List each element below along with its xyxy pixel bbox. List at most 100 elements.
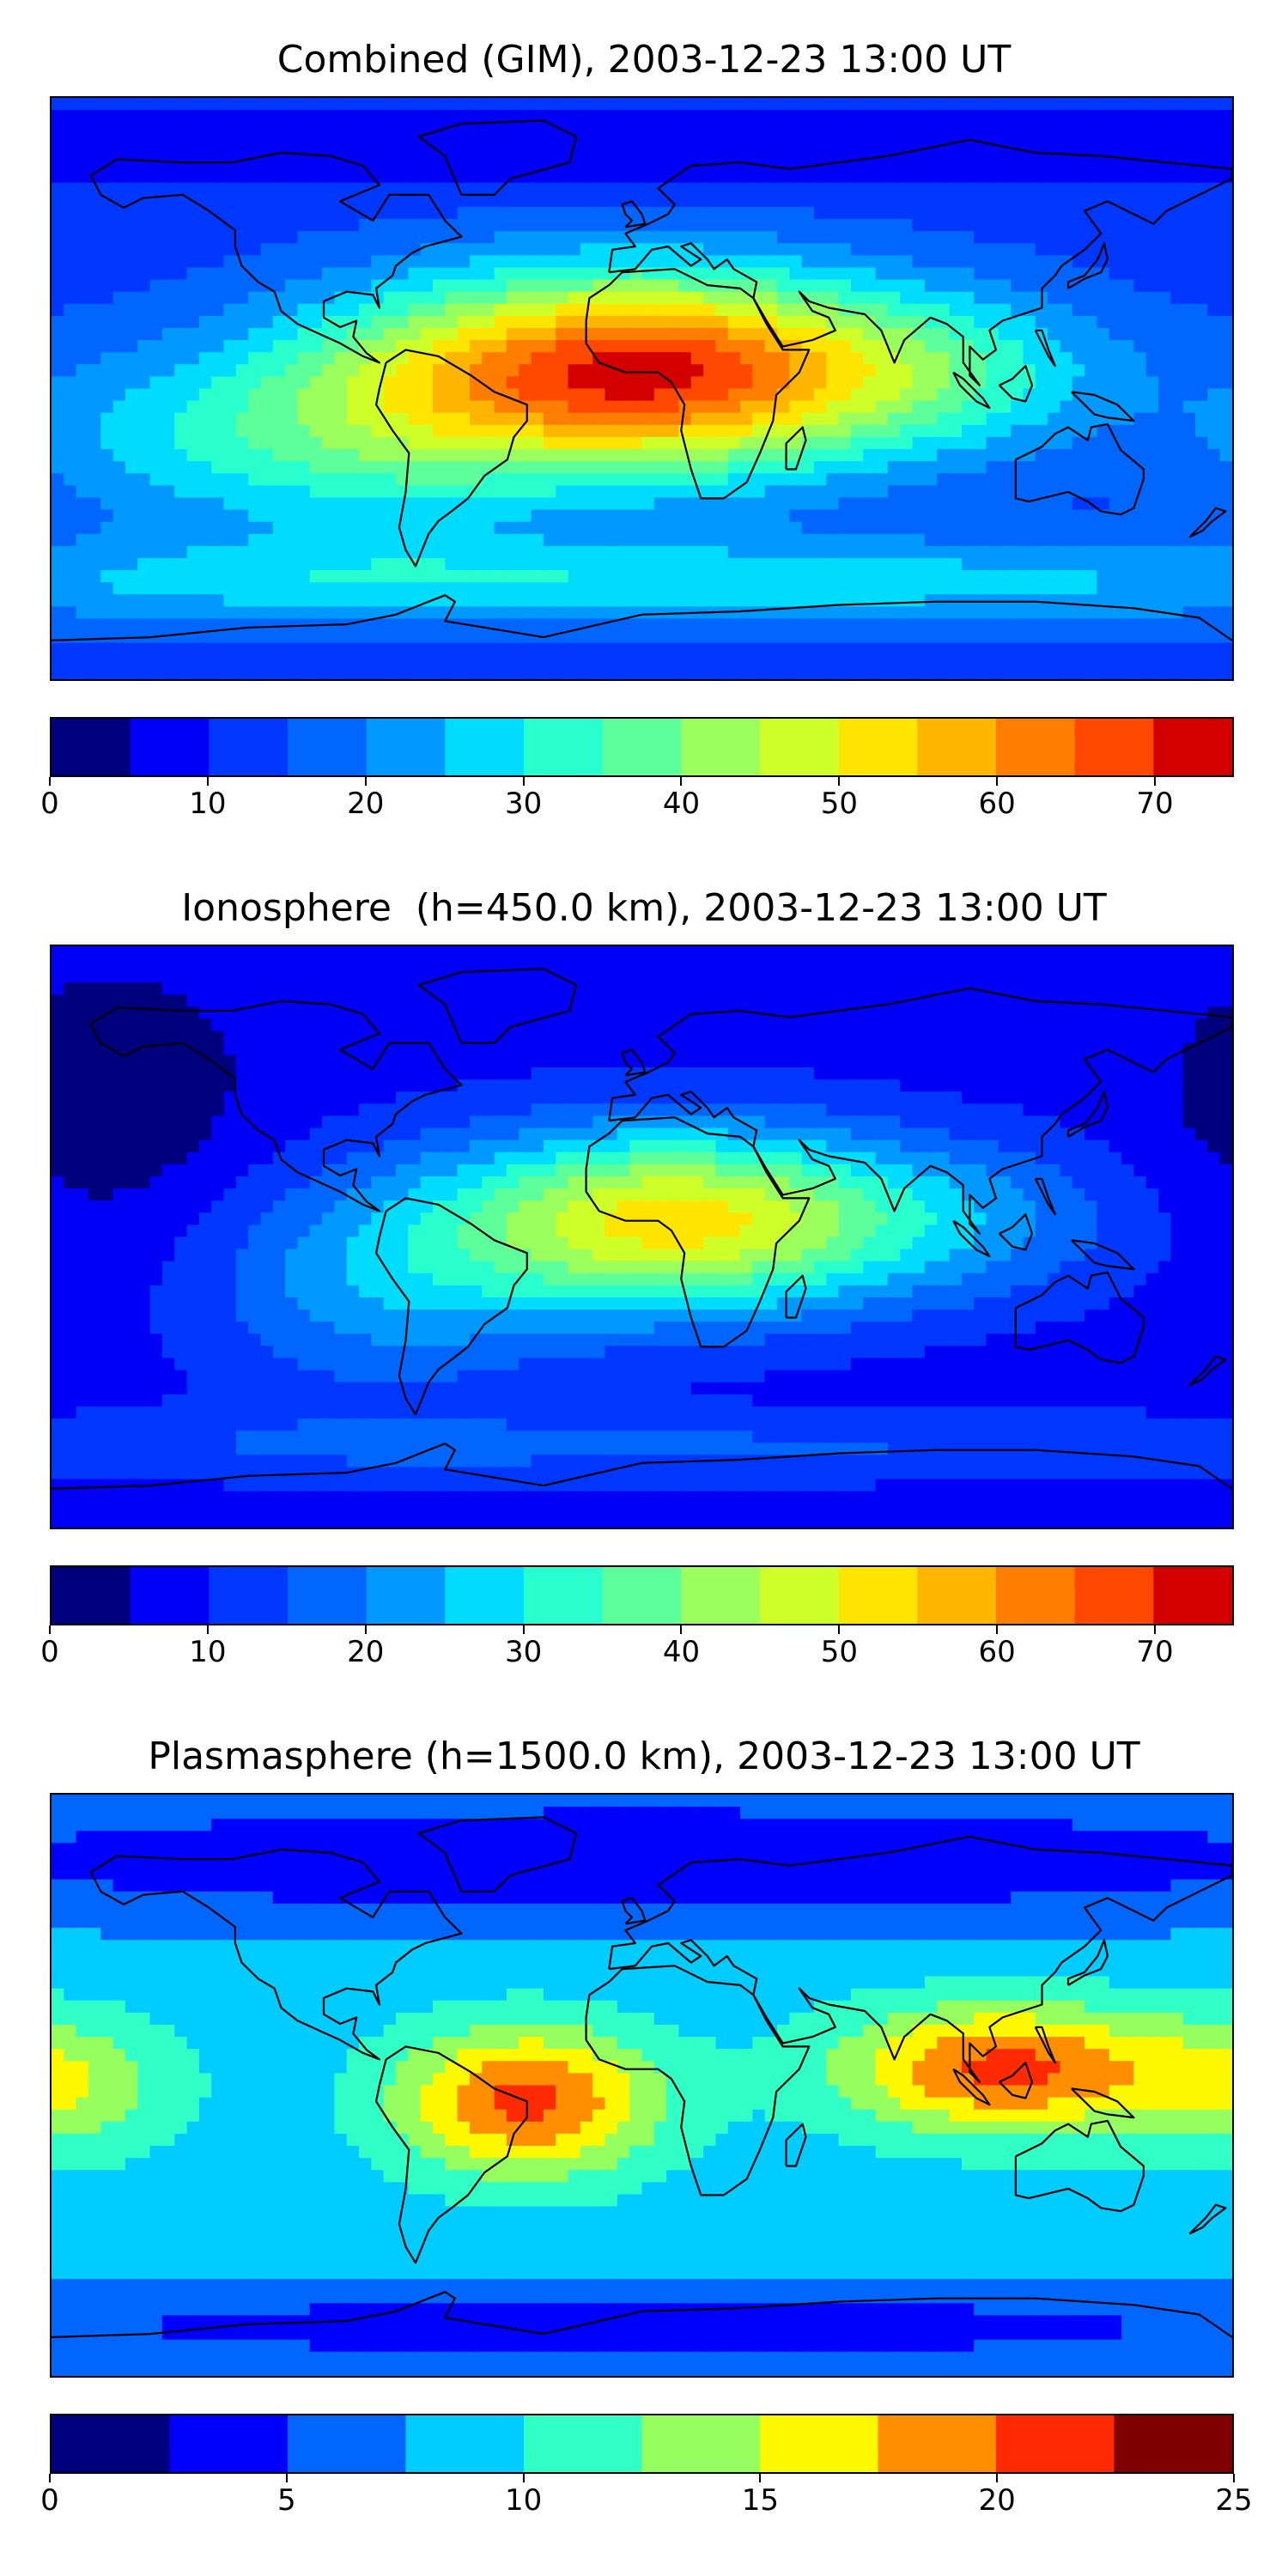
contour-cell bbox=[1121, 388, 1135, 402]
contour-cell bbox=[887, 521, 901, 535]
contour-cell bbox=[789, 412, 803, 426]
contour-cell bbox=[641, 946, 655, 959]
contour-cell bbox=[568, 485, 581, 499]
contour-cell bbox=[740, 618, 753, 632]
contour-cell bbox=[52, 170, 64, 184]
contour-cell bbox=[383, 557, 397, 571]
contour-cell bbox=[445, 473, 459, 486]
contour-cell bbox=[125, 158, 138, 172]
contour-cell bbox=[396, 182, 409, 196]
contour-cell bbox=[1109, 146, 1122, 160]
contour-cell bbox=[433, 654, 446, 668]
contour-cell bbox=[396, 594, 409, 607]
contour-cell bbox=[1072, 473, 1085, 486]
contour-cell bbox=[1011, 206, 1024, 220]
colorbar-tick-mark bbox=[206, 777, 209, 786]
contour-cell bbox=[961, 412, 975, 426]
contour-cell bbox=[198, 376, 212, 390]
contour-cell bbox=[371, 122, 385, 135]
contour-cell bbox=[653, 376, 667, 390]
contour-cell bbox=[1145, 473, 1159, 486]
contour-cell bbox=[789, 606, 803, 620]
contour-cell bbox=[715, 946, 729, 959]
contour-cell bbox=[125, 533, 138, 547]
contour-cell bbox=[186, 982, 200, 996]
contour-cell bbox=[986, 958, 999, 971]
contour-cell bbox=[703, 412, 717, 426]
contour-cell bbox=[506, 327, 519, 341]
contour-cell bbox=[1182, 958, 1196, 971]
contour-cell bbox=[678, 521, 692, 535]
contour-cell bbox=[1035, 255, 1048, 269]
contour-cell bbox=[149, 231, 163, 244]
contour-cell bbox=[309, 533, 323, 547]
contour-cell bbox=[1121, 98, 1135, 111]
contour-cell bbox=[494, 594, 507, 607]
contour-cell bbox=[531, 315, 544, 329]
contour-cell bbox=[1195, 291, 1208, 305]
contour-cell bbox=[1097, 958, 1110, 971]
contour-cell bbox=[519, 570, 532, 583]
contour-cell bbox=[186, 243, 200, 256]
contour-cell bbox=[814, 618, 827, 632]
contour-cell bbox=[433, 982, 446, 996]
coastline-7 bbox=[785, 426, 807, 471]
contour-cell bbox=[1145, 521, 1159, 535]
contour-cell bbox=[1084, 364, 1098, 377]
contour-cell bbox=[1158, 291, 1171, 305]
contour-cell bbox=[1195, 521, 1208, 535]
contour-cell bbox=[1121, 557, 1135, 571]
contour-cell bbox=[1060, 461, 1073, 474]
contour-cell bbox=[1195, 340, 1208, 353]
contour-cell bbox=[1170, 424, 1184, 438]
contour-cell bbox=[568, 231, 581, 244]
contour-cell bbox=[371, 958, 385, 971]
contour-cell bbox=[937, 606, 951, 620]
contour-cell bbox=[1121, 497, 1135, 511]
contour-cell bbox=[850, 485, 864, 499]
contour-cell bbox=[506, 946, 519, 959]
contour-cell bbox=[383, 497, 397, 511]
contour-cell bbox=[433, 533, 446, 547]
contour-cell bbox=[260, 654, 274, 668]
contour-cell bbox=[198, 303, 212, 317]
contour-cell bbox=[482, 206, 495, 220]
contour-cell bbox=[506, 340, 519, 353]
contour-cell bbox=[592, 958, 606, 971]
contour-cell bbox=[64, 182, 77, 196]
contour-cell bbox=[1219, 231, 1232, 244]
contour-cell bbox=[272, 958, 286, 971]
contour-cell bbox=[740, 666, 753, 679]
contour-cell bbox=[506, 98, 519, 111]
contour-cell bbox=[64, 557, 77, 571]
contour-cell bbox=[64, 497, 77, 511]
contour-cell bbox=[531, 582, 544, 595]
contour-cell bbox=[826, 219, 840, 232]
contour-cell bbox=[1060, 606, 1073, 620]
contour-cell bbox=[198, 521, 212, 535]
contour-cell bbox=[605, 279, 618, 293]
contour-cell bbox=[186, 376, 200, 390]
contour-cell bbox=[260, 497, 274, 511]
contour-cell bbox=[838, 122, 852, 135]
contour-cell bbox=[272, 327, 286, 341]
contour-cell bbox=[272, 243, 286, 256]
contour-cell bbox=[309, 364, 323, 377]
contour-cell bbox=[1060, 182, 1073, 196]
contour-cell bbox=[272, 642, 286, 656]
contour-cell bbox=[1195, 946, 1208, 959]
contour-cell bbox=[1011, 606, 1024, 620]
contour-cell bbox=[924, 267, 938, 281]
contour-cell bbox=[76, 654, 89, 668]
contour-cell bbox=[1158, 533, 1171, 547]
contour-cell bbox=[887, 449, 901, 462]
contour-cell bbox=[875, 340, 889, 353]
contour-cell bbox=[297, 279, 311, 293]
contour-cell bbox=[457, 146, 471, 160]
contour-cell bbox=[666, 970, 680, 983]
contour-cell bbox=[924, 424, 938, 438]
contour-cell bbox=[211, 219, 225, 232]
contour-cell bbox=[359, 946, 372, 959]
contour-cell bbox=[556, 219, 569, 232]
contour-cell bbox=[690, 291, 704, 305]
